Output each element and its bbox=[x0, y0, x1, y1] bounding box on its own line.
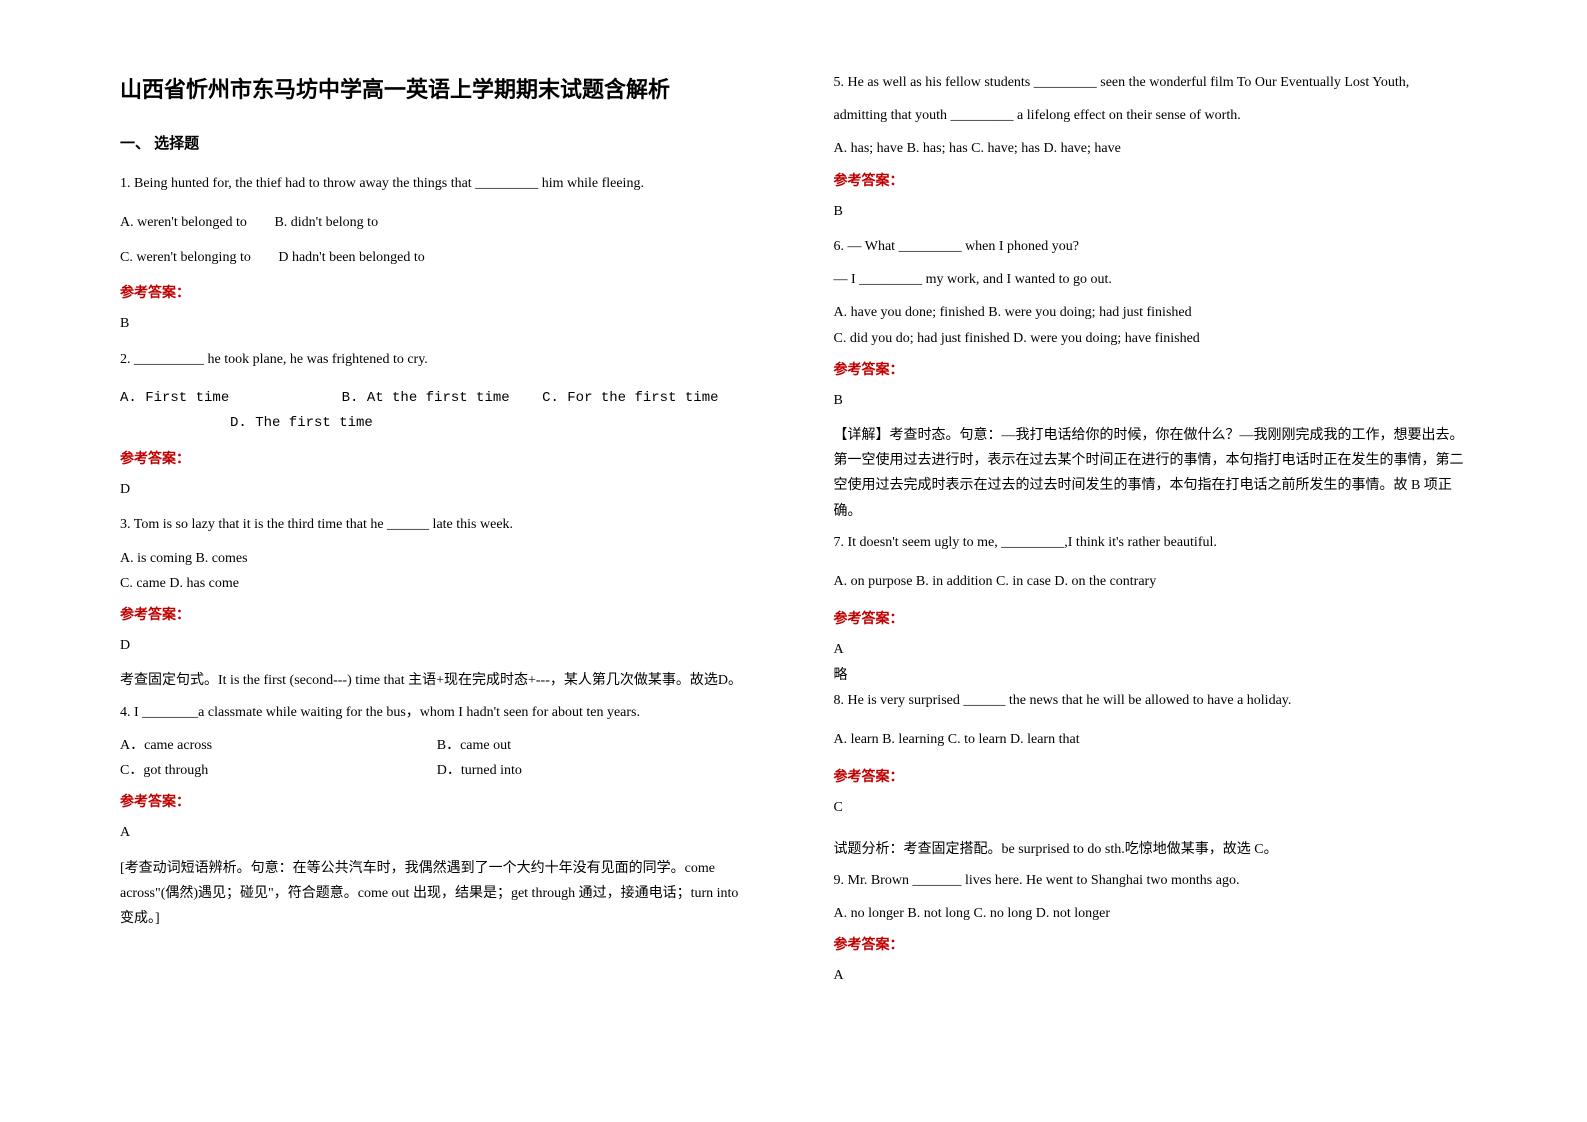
q3-explain: 考查固定句式。It is the first (second---) time … bbox=[120, 668, 754, 693]
q1-opt-c: C. weren't belonging to bbox=[120, 245, 251, 270]
q4-answer: A bbox=[120, 820, 754, 845]
section-1-header: 一、 选择题 bbox=[120, 130, 754, 157]
q7-answer-label: 参考答案： bbox=[834, 606, 1468, 631]
q6-opts2: C. did you do; had just finished D. were… bbox=[834, 326, 1468, 351]
q8-explain: 试题分析：考查固定搭配。be surprised to do sth.吃惊地做某… bbox=[834, 837, 1468, 862]
q9-opts: A. no longer B. not long C. no long D. n… bbox=[834, 901, 1468, 926]
q6-opts1: A. have you done; finished B. were you d… bbox=[834, 300, 1468, 325]
q4-opt-d: D．turned into bbox=[437, 758, 754, 783]
q8-opts: A. learn B. learning C. to learn D. lear… bbox=[834, 727, 1468, 752]
q4-options-row1: A．came across B．came out bbox=[120, 733, 754, 758]
q5-stem1: 5. He as well as his fellow students ___… bbox=[834, 70, 1468, 95]
q2-opt-a: A. First time bbox=[120, 386, 229, 411]
q2-opt-c: C. For the first time bbox=[542, 386, 718, 411]
q6-answer-label: 参考答案： bbox=[834, 357, 1468, 382]
q3-answer-label: 参考答案： bbox=[120, 602, 754, 627]
q8-stem: 8. He is very surprised ______ the news … bbox=[834, 688, 1468, 713]
q1-answer-label: 参考答案： bbox=[120, 280, 754, 305]
q3-opts1: A. is coming B. comes bbox=[120, 546, 754, 571]
page-title: 山西省忻州市东马坊中学高一英语上学期期末试题含解析 bbox=[120, 70, 754, 110]
q6-stem1: 6. — What _________ when I phoned you? bbox=[834, 234, 1468, 259]
q3-answer: D bbox=[120, 633, 754, 658]
right-column: 5. He as well as his fellow students ___… bbox=[794, 70, 1488, 1052]
q4-options-row2: C．got through D．turned into bbox=[120, 758, 754, 783]
q5-opts: A. has; have B. has; has C. have; has D.… bbox=[834, 136, 1468, 161]
left-column: 山西省忻州市东马坊中学高一英语上学期期末试题含解析 一、 选择题 1. Bein… bbox=[100, 70, 794, 1052]
q7-stem: 7. It doesn't seem ugly to me, _________… bbox=[834, 530, 1468, 555]
q3-opts2: C. came D. has come bbox=[120, 571, 754, 596]
q7-note: 略 bbox=[834, 663, 1468, 688]
q1-options-row2: C. weren't belonging to D hadn't been be… bbox=[120, 245, 754, 270]
q9-stem: 9. Mr. Brown _______ lives here. He went… bbox=[834, 868, 1468, 893]
q2-opt-b: B. At the first time bbox=[342, 386, 510, 411]
q6-answer: B bbox=[834, 388, 1468, 413]
q2-answer: D bbox=[120, 477, 754, 502]
q8-answer-label: 参考答案： bbox=[834, 764, 1468, 789]
q4-answer-label: 参考答案： bbox=[120, 789, 754, 814]
q5-answer: B bbox=[834, 199, 1468, 224]
q7-opts: A. on purpose B. in addition C. in case … bbox=[834, 569, 1468, 594]
q4-opt-b: B．came out bbox=[437, 733, 754, 758]
q8-answer: C bbox=[834, 795, 1468, 820]
q9-answer: A bbox=[834, 963, 1468, 988]
q1-opt-d: D hadn't been belonged to bbox=[278, 245, 424, 270]
q3-stem: 3. Tom is so lazy that it is the third t… bbox=[120, 512, 754, 537]
q5-answer-label: 参考答案： bbox=[834, 168, 1468, 193]
q4-stem: 4. I ________a classmate while waiting f… bbox=[120, 700, 754, 725]
q4-opt-c: C．got through bbox=[120, 758, 437, 783]
q2-opt-d: D. The first time bbox=[230, 411, 373, 436]
q2-options: A. First time B. At the first time C. Fo… bbox=[120, 386, 754, 436]
q1-options-row1: A. weren't belonged to B. didn't belong … bbox=[120, 210, 754, 235]
q2-stem: 2. __________ he took plane, he was frig… bbox=[120, 347, 754, 372]
q7-answer: A bbox=[834, 637, 1468, 662]
q4-explain: [考查动词短语辨析。句意：在等公共汽车时，我偶然遇到了一个大约十年没有见面的同学… bbox=[120, 856, 754, 932]
q1-opt-b: B. didn't belong to bbox=[274, 210, 378, 235]
q1-answer: B bbox=[120, 311, 754, 336]
q1-opt-a: A. weren't belonged to bbox=[120, 210, 247, 235]
q6-stem2: — I _________ my work, and I wanted to g… bbox=[834, 267, 1468, 292]
q5-stem2: admitting that youth _________ a lifelon… bbox=[834, 103, 1468, 128]
q6-explain: 【详解】考查时态。句意：—我打电话给你的时候，你在做什么？—我刚刚完成我的工作，… bbox=[834, 423, 1468, 524]
q2-answer-label: 参考答案： bbox=[120, 446, 754, 471]
q9-answer-label: 参考答案： bbox=[834, 932, 1468, 957]
q4-opt-a: A．came across bbox=[120, 733, 437, 758]
q1-stem: 1. Being hunted for, the thief had to th… bbox=[120, 171, 754, 196]
